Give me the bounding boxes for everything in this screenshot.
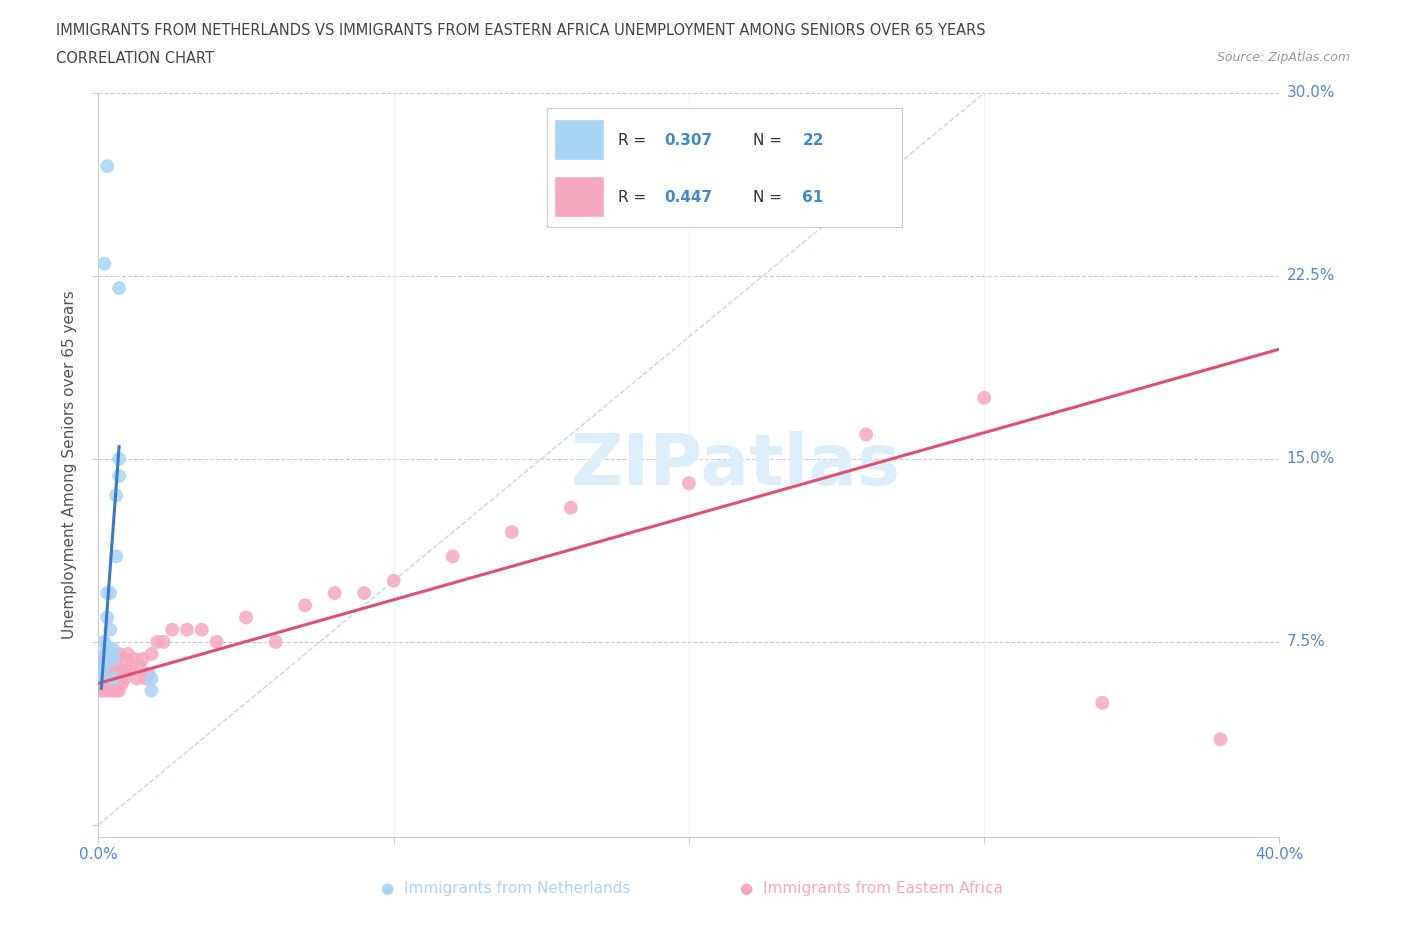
Point xyxy=(90,658,112,673)
Point xyxy=(96,666,118,681)
Point xyxy=(103,666,125,681)
Point xyxy=(441,549,464,564)
Point xyxy=(90,671,112,686)
Point xyxy=(98,664,121,679)
Text: Source: ZipAtlas.com: Source: ZipAtlas.com xyxy=(1216,51,1350,64)
Point xyxy=(353,586,375,601)
Point xyxy=(105,658,128,673)
Point xyxy=(122,652,145,667)
Point xyxy=(120,658,142,673)
Point xyxy=(1209,732,1232,747)
Point xyxy=(108,671,131,686)
Point xyxy=(135,671,157,686)
Point xyxy=(294,598,316,613)
Point xyxy=(146,634,169,649)
Point xyxy=(973,391,995,405)
Point xyxy=(93,658,115,673)
Point xyxy=(90,684,112,698)
Point xyxy=(105,676,128,691)
Text: ●  Immigrants from Netherlands: ● Immigrants from Netherlands xyxy=(381,881,631,896)
Point xyxy=(96,684,118,698)
Point xyxy=(176,622,198,637)
Point xyxy=(93,671,115,686)
Point xyxy=(128,658,150,673)
Point xyxy=(108,646,131,661)
Point xyxy=(98,622,121,637)
Point xyxy=(108,684,131,698)
Point xyxy=(93,646,115,661)
Point xyxy=(93,652,115,667)
Point xyxy=(855,427,877,442)
Point xyxy=(108,664,131,679)
Point xyxy=(103,642,125,657)
Point xyxy=(98,671,121,686)
Point xyxy=(323,586,346,601)
Text: 15.0%: 15.0% xyxy=(1286,451,1334,467)
Point xyxy=(93,658,115,673)
Point xyxy=(235,610,257,625)
Point xyxy=(678,476,700,491)
Point xyxy=(103,671,125,686)
Text: 30.0%: 30.0% xyxy=(1286,86,1334,100)
Point xyxy=(111,652,134,667)
Point xyxy=(96,159,118,174)
Point xyxy=(141,671,163,686)
Point xyxy=(382,574,405,589)
Point xyxy=(90,671,112,686)
Point xyxy=(141,684,163,698)
Point xyxy=(90,658,112,673)
Point xyxy=(501,525,523,539)
Point xyxy=(1091,696,1114,711)
Text: 7.5%: 7.5% xyxy=(1286,634,1324,649)
Point xyxy=(125,671,148,686)
Point xyxy=(108,281,131,296)
Point xyxy=(264,634,287,649)
Point xyxy=(132,652,155,667)
Point xyxy=(117,646,139,661)
Text: 22.5%: 22.5% xyxy=(1286,269,1334,284)
Point xyxy=(103,684,125,698)
Point xyxy=(114,671,136,686)
Point xyxy=(152,634,174,649)
Point xyxy=(98,652,121,667)
Point xyxy=(105,684,128,698)
Point xyxy=(103,652,125,667)
Point xyxy=(96,610,118,625)
Text: IMMIGRANTS FROM NETHERLANDS VS IMMIGRANTS FROM EASTERN AFRICA UNEMPLOYMENT AMONG: IMMIGRANTS FROM NETHERLANDS VS IMMIGRANT… xyxy=(56,23,986,38)
Point xyxy=(108,469,131,484)
Point xyxy=(96,646,118,661)
Point xyxy=(98,646,121,661)
Point xyxy=(117,664,139,679)
Point xyxy=(93,684,115,698)
Point xyxy=(138,666,160,681)
Point xyxy=(93,634,115,649)
Point xyxy=(103,676,125,691)
Point xyxy=(105,549,128,564)
Point xyxy=(162,622,183,637)
Text: CORRELATION CHART: CORRELATION CHART xyxy=(56,51,214,66)
Point xyxy=(98,586,121,601)
Point xyxy=(96,671,118,686)
Point xyxy=(105,488,128,503)
Point xyxy=(93,257,115,272)
Point xyxy=(98,684,121,698)
Point xyxy=(141,646,163,661)
Point xyxy=(560,500,582,515)
Point xyxy=(191,622,214,637)
Point xyxy=(111,676,134,691)
Point xyxy=(96,658,118,673)
Point xyxy=(108,451,131,466)
Text: ZIPatlas: ZIPatlas xyxy=(571,431,901,499)
Y-axis label: Unemployment Among Seniors over 65 years: Unemployment Among Seniors over 65 years xyxy=(62,291,77,640)
Point xyxy=(205,634,228,649)
Point xyxy=(96,586,118,601)
Point xyxy=(103,652,125,667)
Point xyxy=(96,639,118,654)
Text: ●  Immigrants from Eastern Africa: ● Immigrants from Eastern Africa xyxy=(741,881,1002,896)
Point xyxy=(96,652,118,667)
Point xyxy=(111,666,134,681)
